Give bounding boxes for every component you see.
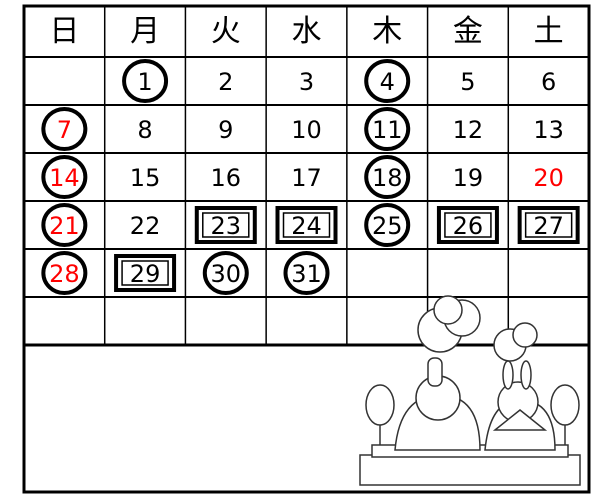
weekday-label: 木 [372, 14, 402, 49]
day-number: 9 [218, 116, 233, 144]
day-number: 22 [130, 212, 161, 240]
box-marker-inner [524, 212, 573, 238]
day-number: 13 [533, 116, 564, 144]
circle-marker [41, 107, 88, 151]
box-marker-outer [275, 206, 338, 244]
day-number: 2 [218, 68, 233, 96]
day-number: 14 [49, 164, 80, 192]
box-marker-outer [194, 206, 257, 244]
day-number: 4 [380, 68, 395, 96]
day-number: 24 [291, 212, 322, 240]
weekday-label: 金 [453, 14, 483, 49]
day-number: 12 [453, 116, 484, 144]
circle-marker [364, 59, 411, 103]
hina-doll-illustration [359, 295, 581, 486]
day-number: 11 [372, 116, 403, 144]
box-marker-inner [121, 260, 169, 286]
day-number: 16 [211, 164, 242, 192]
box-marker-outer [517, 206, 580, 244]
weekday-label: 火 [211, 14, 241, 49]
day-number: 1 [137, 68, 152, 96]
day-number: 6 [541, 68, 556, 96]
box-marker-inner [444, 212, 492, 238]
weekday-label: 日 [49, 14, 79, 49]
weekday-label: 土 [534, 14, 564, 49]
day-number: 8 [137, 116, 152, 144]
day-number: 27 [533, 212, 564, 240]
day-number: 25 [372, 212, 403, 240]
circle-marker [364, 155, 411, 199]
circle-marker [283, 251, 330, 295]
circle-marker [41, 155, 88, 199]
day-number: 5 [460, 68, 475, 96]
day-number: 7 [57, 116, 72, 144]
day-number: 31 [291, 260, 322, 288]
day-number: 19 [453, 164, 484, 192]
day-number: 3 [299, 68, 314, 96]
weekday-label: 水 [292, 14, 322, 49]
day-number: 18 [372, 164, 403, 192]
day-number: 29 [130, 260, 161, 288]
box-marker-outer [114, 254, 177, 292]
circle-marker [202, 251, 249, 295]
day-number: 17 [291, 164, 322, 192]
circle-marker [41, 251, 88, 295]
circle-marker [364, 203, 411, 247]
circle-marker [364, 107, 411, 151]
day-number: 21 [49, 212, 80, 240]
day-number: 30 [211, 260, 242, 288]
day-number: 23 [211, 212, 242, 240]
circle-marker [122, 59, 169, 103]
box-marker-inner [202, 212, 250, 238]
day-number: 26 [453, 212, 484, 240]
circle-marker [41, 203, 88, 247]
day-number: 28 [49, 260, 80, 288]
day-number: 20 [533, 164, 564, 192]
weekday-label: 月 [130, 14, 160, 49]
day-number: 15 [130, 164, 161, 192]
box-marker-inner [282, 212, 331, 238]
day-number: 10 [291, 116, 322, 144]
box-marker-outer [436, 206, 499, 244]
